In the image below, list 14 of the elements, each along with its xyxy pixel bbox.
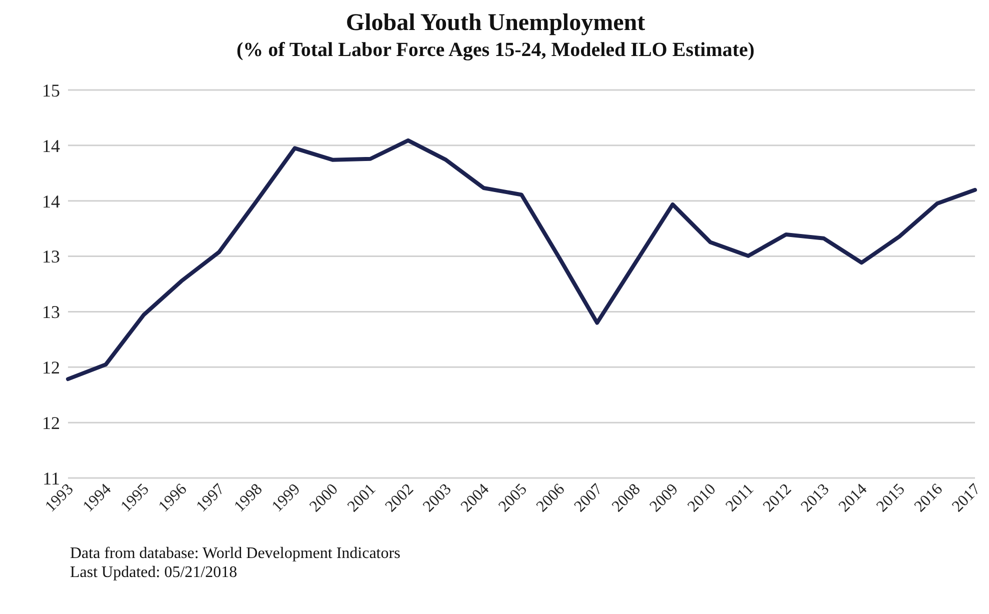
y-tick-label: 12 [42,358,60,378]
y-tick-label: 14 [42,191,60,212]
line-series [66,138,977,382]
chart-title: Global Youth Unemployment [344,9,646,37]
x-tick-label: 2011 [722,480,758,516]
y-tick-label: 13 [42,302,60,322]
text: Last Updated: 05/21/2018 [70,563,238,582]
y-tick-label: 13 [42,246,60,267]
y-tick-label: 12 [42,413,60,434]
chart-subtitle: (% of Total Labor Force Ages 15-24, Modeled ILO Estimate) [235,39,756,62]
y-tick-label: 14 [42,136,60,156]
y-tick-label: 11 [42,468,60,488]
y-tick-label: 15 [42,80,60,100]
text: Data from database: World Development Indicators [70,544,402,563]
